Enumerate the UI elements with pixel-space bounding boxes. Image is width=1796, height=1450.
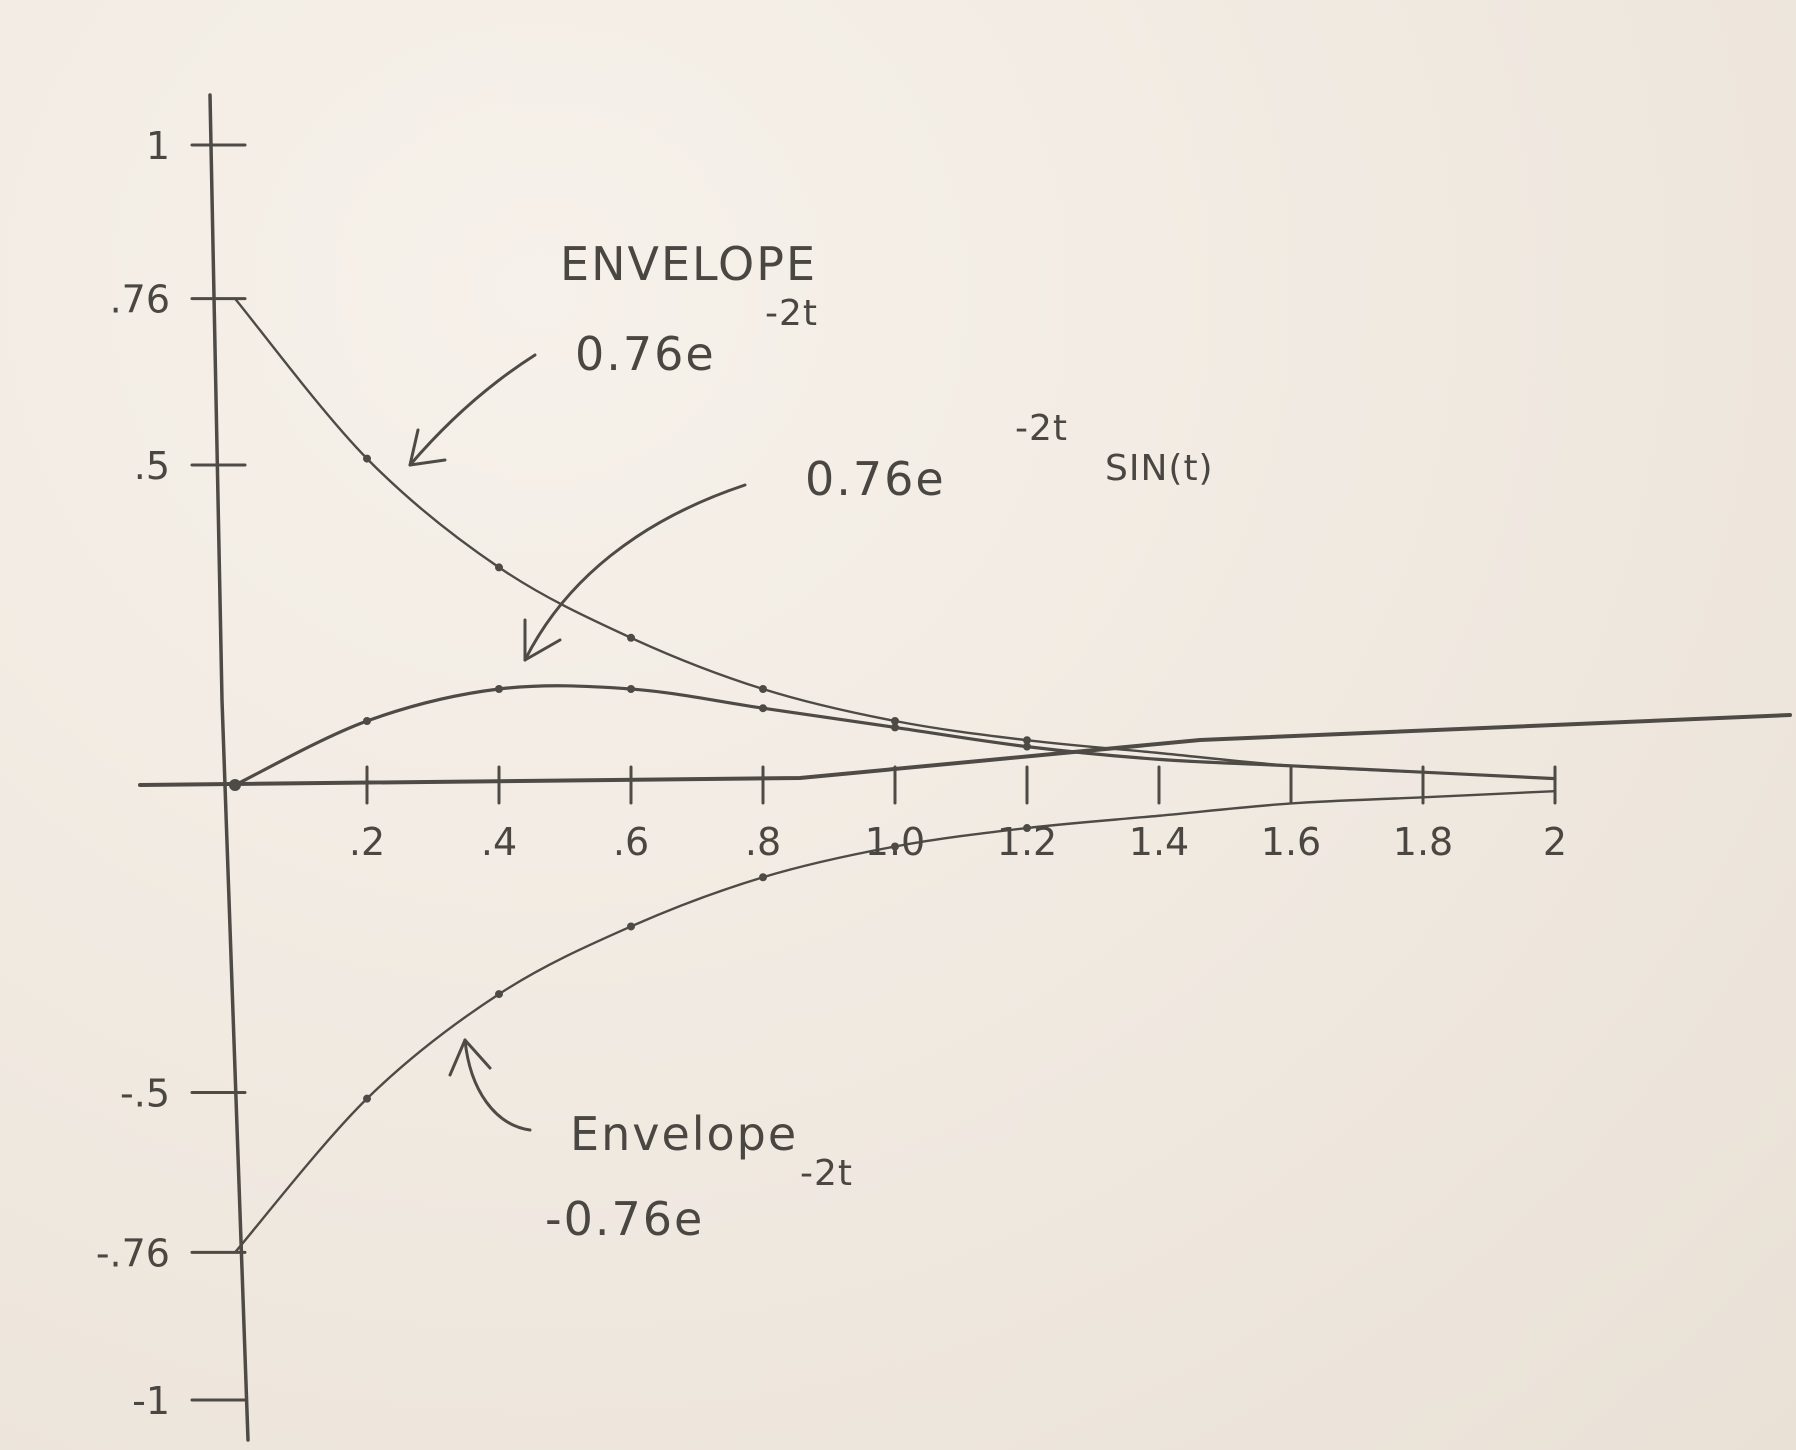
lower-envelope-point [363,1094,371,1103]
middle-annotation-exponent: -2t [1015,408,1068,449]
lower-envelope-point [627,922,635,931]
damped-sine-point [627,685,635,693]
origin-point [229,779,241,791]
y-tick-label: -1 [132,1379,170,1423]
damped-sine-point [363,717,371,725]
x-tick-label: .4 [481,820,517,864]
y-tick-label: 1 [146,124,170,168]
x-tick-label: 1.6 [1261,820,1321,864]
lower-annotation-exponent: -2t [800,1153,853,1194]
lower-envelope-point [1023,824,1031,833]
upper-annotation-formula: 0.76e [575,327,716,381]
upper-annotation-arrowhead [408,428,447,467]
upper-envelope-point [1023,736,1031,745]
x-tick-label: 1.8 [1393,820,1453,864]
lower-envelope-point [891,842,899,851]
y-tick-label: .5 [134,444,170,488]
upper-envelope-point [627,633,635,642]
upper-envelope-point [495,563,503,572]
middle-annotation-arrow [523,483,747,662]
x-tick-label: 1.0 [865,820,925,864]
middle-annotation-arrowhead [523,618,562,662]
lower-annotation-arrowhead [448,1038,492,1077]
x-tick-label: .2 [349,820,385,864]
lower-annotation-title: Envelope [570,1107,798,1161]
x-tick-label: .6 [613,820,649,864]
damped-sine-point [495,685,503,693]
x-tick-label: 1.4 [1129,820,1189,864]
x-tick-label: .8 [745,820,781,864]
x-tick-label: 1.2 [997,820,1057,864]
y-tick-label: -.76 [96,1231,170,1275]
x-tick-label: 2 [1543,820,1567,864]
x-axis-line [138,713,1792,787]
damped-sine-point [891,723,899,732]
upper-annotation-exponent: -2t [765,293,818,334]
upper-annotation-title: ENVELOPE [560,237,817,291]
lower-envelope-point [759,873,767,882]
middle-annotation-formula: 0.76e [805,452,946,506]
y-tick-label: .76 [110,278,170,322]
lower-annotation-arrow [463,1038,532,1132]
lower-envelope-point [495,990,503,999]
lower-envelope-line [233,789,1557,1254]
damped-sine-point [1023,742,1031,751]
y-axis-line [208,93,250,1442]
upper-envelope-point [891,717,899,725]
upper-envelope-point [759,685,767,693]
middle-annotation-sin: SIN(t) [1105,448,1214,489]
upper-envelope-line [233,297,1557,780]
upper-annotation-arrow [408,353,537,467]
upper-envelope-point [363,454,371,463]
damped-sine-point [759,704,767,713]
lower-annotation-formula: -0.76e [545,1192,704,1246]
y-tick-label: -.5 [120,1072,170,1116]
